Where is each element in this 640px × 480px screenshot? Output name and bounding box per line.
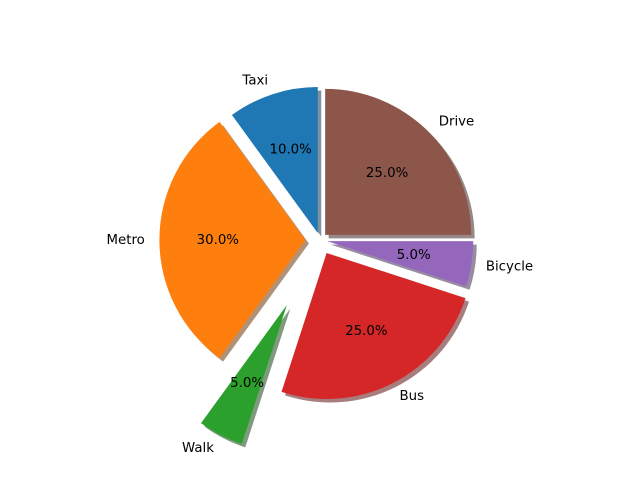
pct-label-bus: 25.0% bbox=[345, 324, 387, 339]
pct-label-taxi: 10.0% bbox=[269, 143, 311, 158]
slice-bicycle bbox=[327, 241, 474, 287]
slice-metro bbox=[159, 121, 306, 359]
label-bicycle: Bicycle bbox=[486, 259, 533, 274]
slice-labels: Taxi 10.0% Metro 30.0% Walk 5.0% Bus 25.0% Bicyc… bbox=[107, 73, 534, 456]
pct-label-metro: 30.0% bbox=[197, 233, 239, 248]
pct-label-walk: 5.0% bbox=[230, 376, 264, 391]
slices bbox=[159, 87, 474, 444]
pct-label-bicycle: 5.0% bbox=[397, 248, 431, 263]
slice-bus bbox=[281, 253, 466, 400]
slice-drive bbox=[325, 88, 472, 235]
label-metro: Metro bbox=[107, 233, 145, 248]
label-drive: Drive bbox=[439, 114, 475, 129]
pct-label-drive: 25.0% bbox=[366, 166, 408, 181]
label-taxi: Taxi bbox=[241, 73, 268, 88]
label-bus: Bus bbox=[400, 389, 425, 404]
slice-walk bbox=[201, 305, 287, 444]
slice-taxi bbox=[231, 87, 318, 234]
label-walk: Walk bbox=[182, 441, 214, 456]
